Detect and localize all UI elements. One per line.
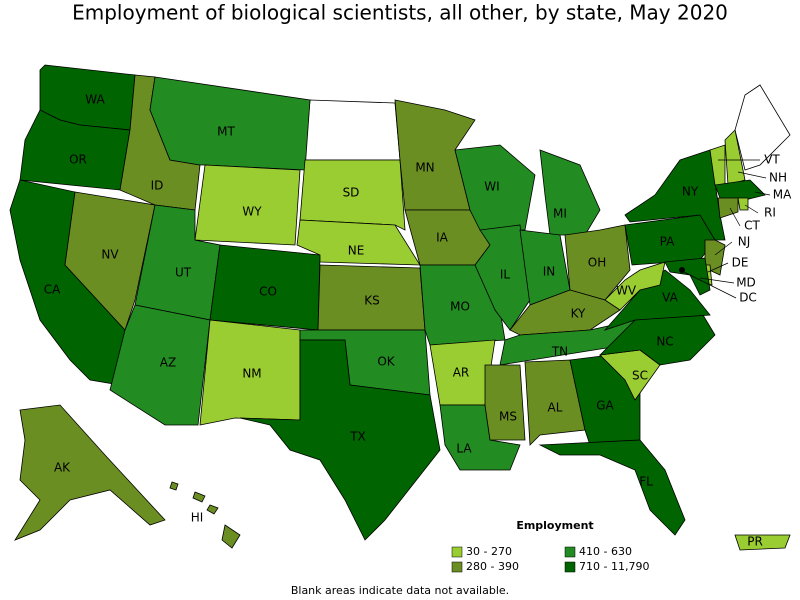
legend-label: 280 - 390 <box>466 560 519 573</box>
state-label: OH <box>588 256 606 270</box>
state-label: DC <box>739 291 757 305</box>
state <box>149 76 311 171</box>
state-label: OR <box>69 153 87 167</box>
state <box>604 261 666 311</box>
state-blank <box>734 84 791 171</box>
state-label: SD <box>343 186 360 200</box>
state-label: IL <box>500 268 511 282</box>
state-label: FL <box>639 475 653 489</box>
state-label: MS <box>499 410 517 424</box>
legend-swatch <box>564 546 576 558</box>
state-labels: WA OR CA NV ID MT WY UT CO AZ NM SD NE KS OK TX MN IA MO AR… <box>44 93 792 549</box>
state-label: TX <box>349 430 366 444</box>
state-label: WV <box>616 284 637 298</box>
state-label: WA <box>85 93 105 107</box>
state-label: KY <box>571 307 586 321</box>
state-label: NC <box>656 335 673 349</box>
state-label: ID <box>151 179 164 193</box>
state-label: NE <box>348 244 365 258</box>
leader-line <box>729 207 741 227</box>
state <box>679 267 685 273</box>
state <box>538 439 686 536</box>
state-label: PA <box>660 235 675 249</box>
state-label: CT <box>744 219 760 233</box>
state <box>194 164 301 246</box>
state <box>484 364 526 441</box>
state <box>524 359 586 446</box>
state <box>664 257 711 296</box>
legend: 30 - 270 280 - 390 410 - 630 710 - 11,790 <box>451 545 649 573</box>
state-label: KS <box>364 294 380 308</box>
state-label: HI <box>191 511 204 525</box>
state-label: GA <box>596 399 614 413</box>
state <box>539 149 601 236</box>
legend-swatch <box>451 561 463 573</box>
state-label: MO <box>450 300 470 314</box>
state-label: WY <box>242 205 262 219</box>
legend-label: 410 - 630 <box>579 545 632 558</box>
state-label: OK <box>377 355 395 369</box>
legend-label: 710 - 11,790 <box>579 560 649 573</box>
leader-line <box>683 271 737 299</box>
state-label: TN <box>551 345 568 359</box>
state-label: SC <box>632 369 648 383</box>
state-label: CO <box>259 285 277 299</box>
state-label: RI <box>764 206 776 220</box>
map-title: Employment of biological scientists, all… <box>72 1 728 25</box>
state <box>64 191 156 331</box>
state-label: LA <box>456 442 472 456</box>
state-label: MA <box>773 188 792 202</box>
legend-title: Employment <box>516 519 593 532</box>
legend-swatch <box>451 546 463 558</box>
state <box>737 197 749 211</box>
footnote: Blank areas indicate data not available. <box>291 584 509 597</box>
state-label: WI <box>484 180 499 194</box>
state-label: MT <box>217 125 235 139</box>
states <box>9 64 791 551</box>
state-label: NV <box>101 248 119 262</box>
state <box>296 219 421 266</box>
state <box>734 534 791 551</box>
leader-line <box>714 241 733 256</box>
state-label: VA <box>662 291 678 305</box>
state <box>624 149 726 241</box>
state-label: UT <box>175 266 192 280</box>
state <box>169 481 241 549</box>
leader-line <box>754 191 771 196</box>
state-label: AR <box>453 366 470 380</box>
state <box>717 197 739 219</box>
state <box>14 404 166 541</box>
state-label: NM <box>242 367 261 381</box>
state-label: MN <box>415 161 434 175</box>
state-label: MD <box>736 276 756 290</box>
state-label: CA <box>44 283 61 297</box>
leader-line <box>744 204 759 214</box>
state <box>714 179 766 201</box>
legend-label: 30 - 270 <box>466 545 512 558</box>
state-label: NY <box>682 185 699 199</box>
leader-line <box>699 277 735 284</box>
state-label: PR <box>747 535 763 549</box>
state <box>724 129 746 186</box>
state-label: NH <box>769 171 787 185</box>
state <box>239 339 441 541</box>
state-label: DE <box>732 256 749 270</box>
state-label: AL <box>548 401 563 415</box>
state-label: IN <box>543 265 556 279</box>
state-label: AZ <box>160 356 176 370</box>
state-label: IA <box>436 231 449 245</box>
state-label: VT <box>764 153 780 167</box>
legend-swatch <box>564 561 576 573</box>
leader-line <box>707 262 729 273</box>
state-label: MI <box>553 207 567 221</box>
state <box>299 159 406 231</box>
leader-line <box>737 171 767 179</box>
state-label: AK <box>54 461 71 475</box>
state-blank <box>304 99 401 161</box>
state-label: NJ <box>738 235 751 249</box>
state <box>454 144 536 231</box>
